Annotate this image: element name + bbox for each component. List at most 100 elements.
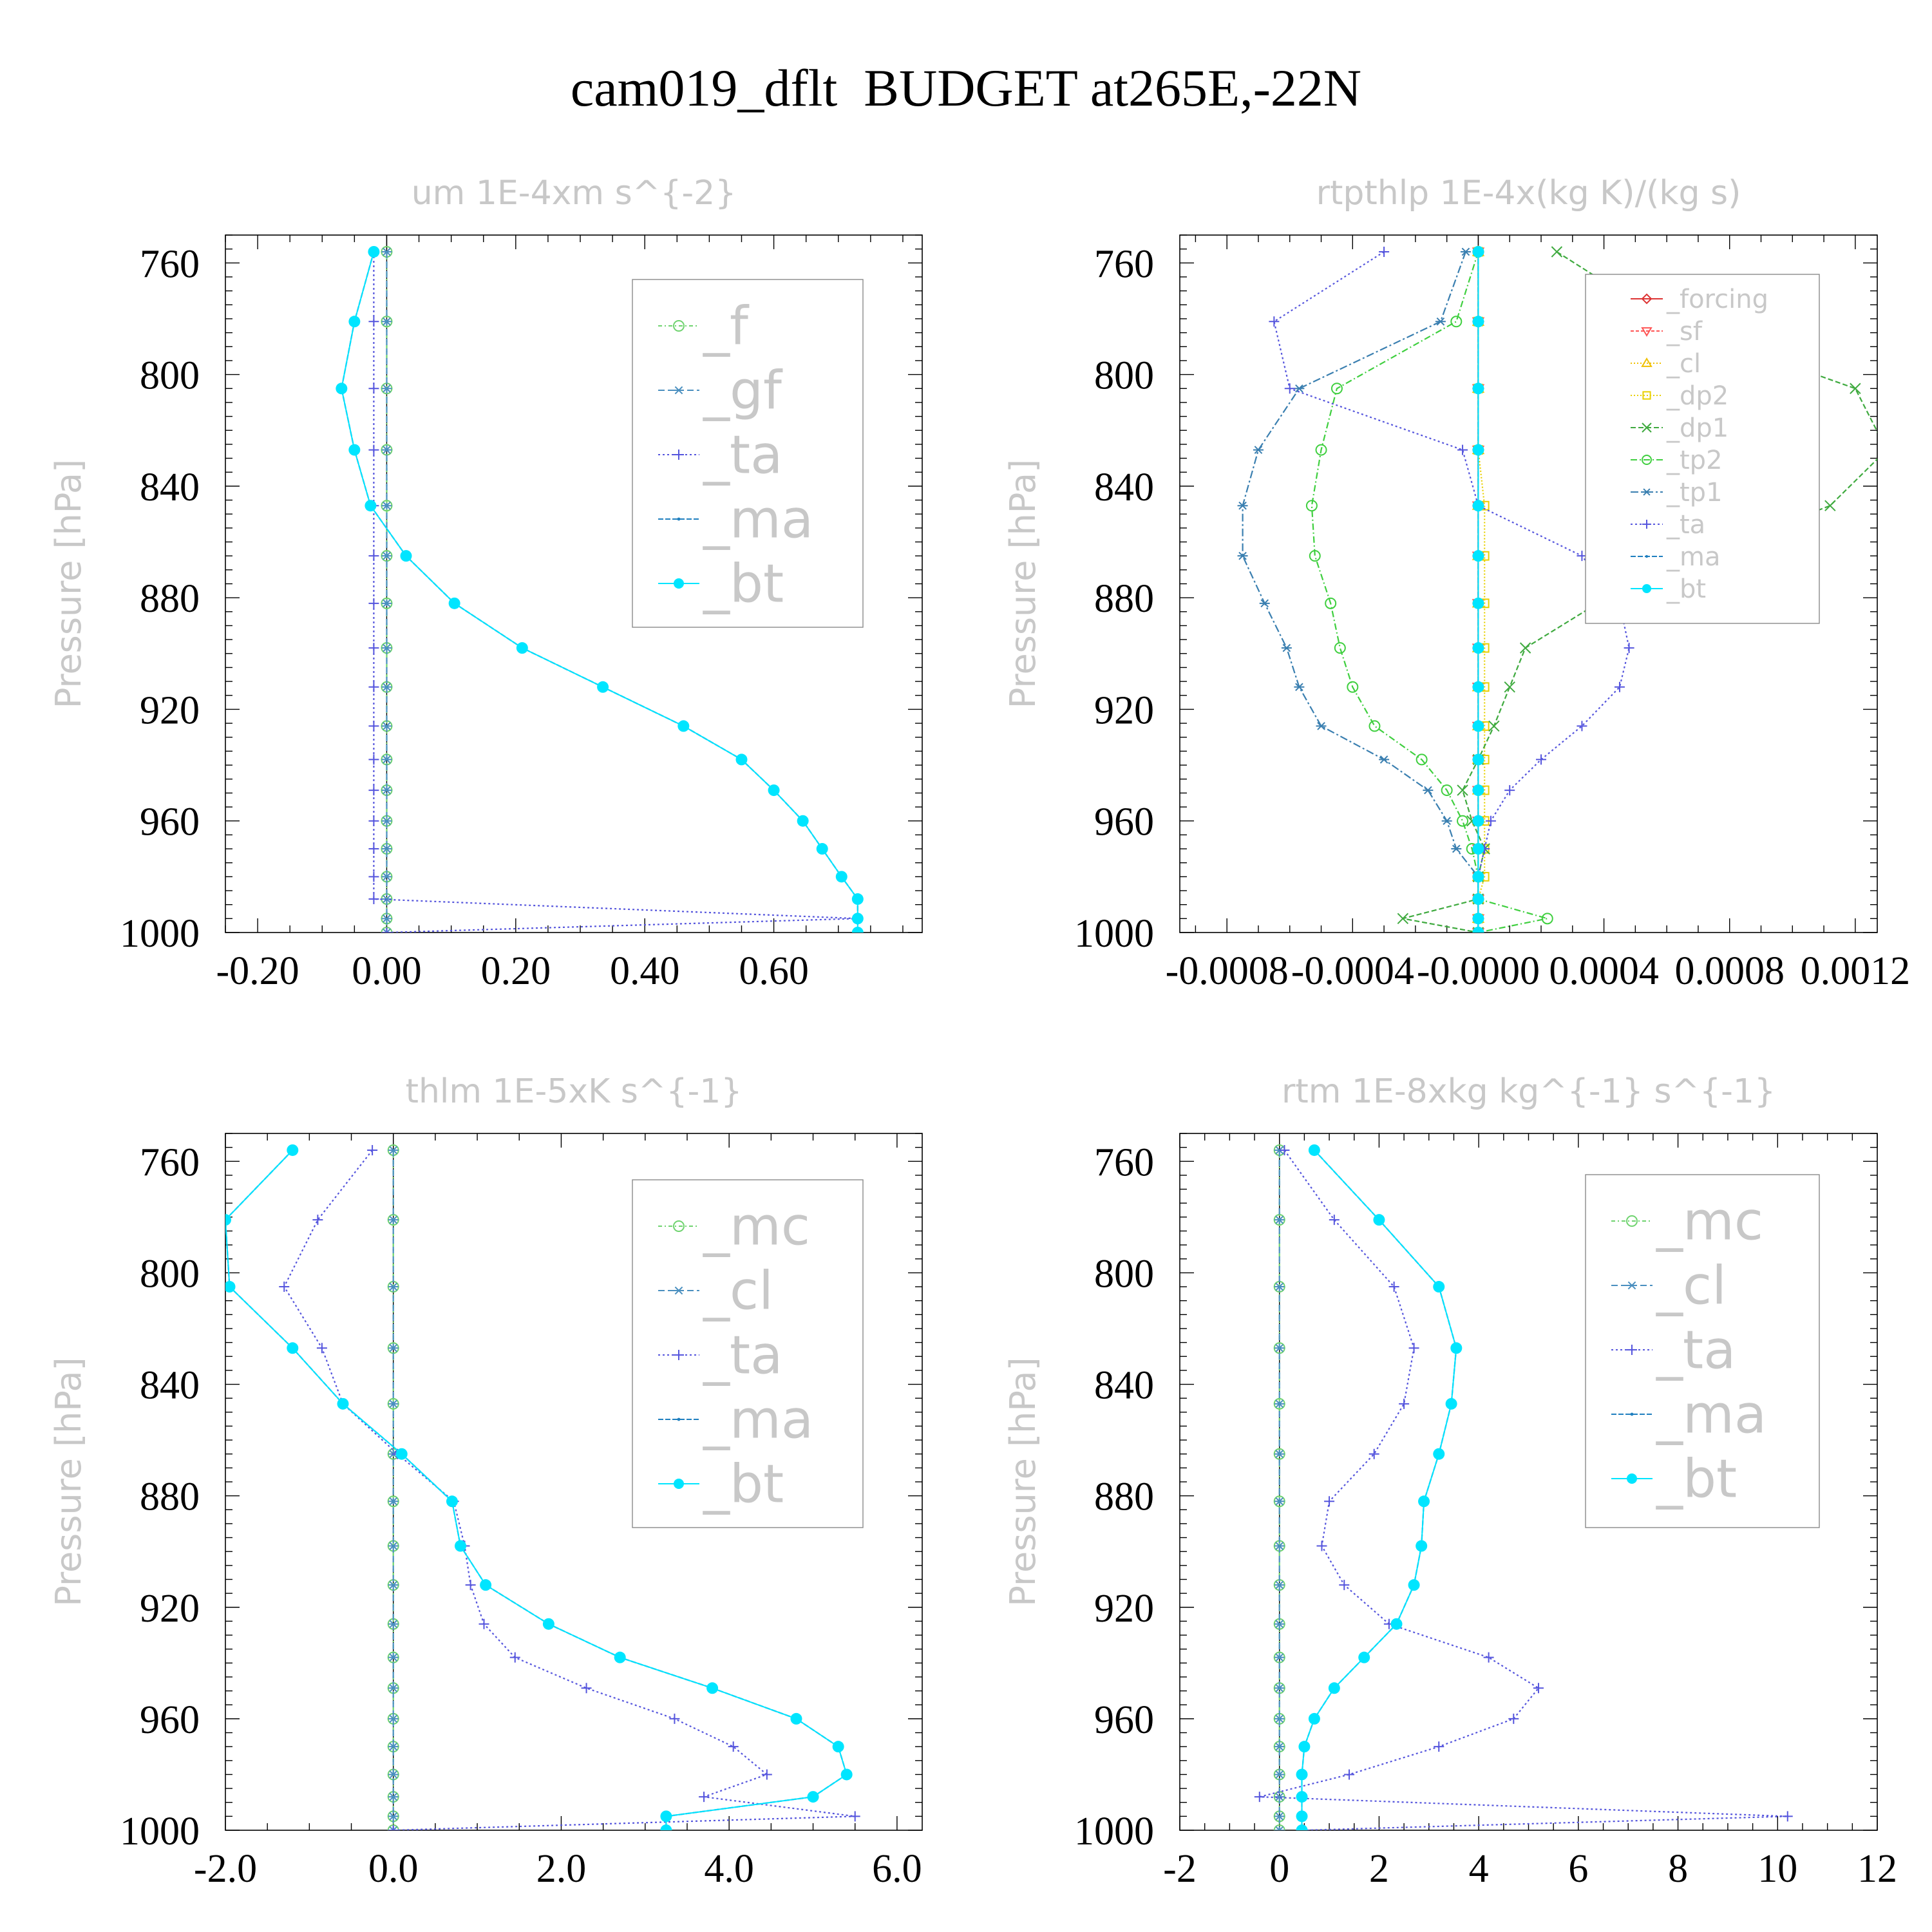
x-tick-label: -0.0008 — [1166, 949, 1289, 993]
legend-box — [632, 1179, 864, 1528]
marker — [336, 383, 348, 395]
marker — [674, 1286, 684, 1295]
marker — [516, 642, 528, 654]
marker — [365, 500, 377, 512]
y-tick-label: 960 — [140, 800, 200, 844]
marker — [674, 386, 684, 395]
marker — [1408, 1343, 1419, 1354]
marker — [287, 1342, 299, 1354]
y-tick-label: 960 — [1094, 1698, 1154, 1742]
marker — [761, 1769, 772, 1780]
marker — [768, 784, 780, 797]
marker — [1642, 422, 1652, 433]
marker — [1347, 681, 1359, 693]
marker — [480, 1579, 492, 1591]
x-tick-label: 4.0 — [704, 1847, 754, 1891]
marker — [797, 815, 809, 827]
marker — [1237, 551, 1248, 560]
y-tick-label: 760 — [1094, 242, 1154, 286]
marker — [1259, 599, 1270, 608]
marker — [542, 1618, 554, 1630]
marker — [674, 1479, 684, 1489]
marker — [368, 681, 379, 692]
marker — [367, 1144, 378, 1155]
marker — [1408, 1579, 1420, 1591]
marker — [614, 1651, 626, 1663]
marker — [388, 1825, 399, 1830]
marker — [1296, 1810, 1308, 1823]
marker — [1324, 1496, 1335, 1507]
marker — [699, 1792, 710, 1803]
series-group — [1254, 1144, 1793, 1830]
panel-title: um 1E-4xm s^{-2} — [412, 174, 737, 213]
marker — [1451, 844, 1462, 853]
x-tick-label: 10 — [1757, 1847, 1797, 1891]
legend-label: _ma — [1656, 1385, 1766, 1446]
legend-label: _ta — [1656, 1320, 1736, 1381]
marker — [1325, 597, 1337, 609]
marker — [368, 643, 379, 654]
marker — [706, 1682, 719, 1694]
x-tick-label: 0.60 — [739, 949, 809, 993]
legend-box — [632, 279, 864, 628]
marker — [1472, 753, 1484, 766]
marker — [669, 1713, 680, 1724]
marker — [1294, 683, 1305, 692]
marker — [388, 1826, 399, 1830]
legend: _mc_cl_ta_ma_bt — [1585, 1174, 1820, 1528]
legend-label: _ta — [703, 425, 782, 486]
marker — [1237, 501, 1248, 510]
marker — [1279, 1144, 1290, 1155]
marker — [1627, 1345, 1637, 1355]
y-tick-label: 920 — [140, 1587, 200, 1631]
marker — [1274, 1282, 1285, 1291]
marker — [381, 247, 392, 256]
marker — [1434, 1741, 1444, 1752]
marker — [1379, 755, 1390, 764]
marker — [1296, 1768, 1308, 1781]
x-tick-label: 0.0004 — [1549, 949, 1659, 993]
marker — [1418, 1495, 1430, 1508]
marker — [1433, 1448, 1445, 1460]
marker — [368, 721, 379, 732]
marker — [509, 1652, 520, 1663]
y-tick-label: 760 — [140, 242, 200, 286]
marker — [312, 1215, 323, 1226]
legend-label: _tp1 — [1666, 478, 1723, 507]
marker — [1472, 444, 1484, 456]
marker — [368, 754, 379, 765]
y-tick-label: 1000 — [1074, 912, 1154, 956]
marker — [388, 1580, 399, 1589]
marker — [388, 1742, 399, 1751]
marker — [1269, 316, 1280, 327]
marker — [1274, 1653, 1285, 1662]
marker — [1274, 1542, 1285, 1550]
x-tick-label: 4 — [1469, 1847, 1489, 1891]
legend-label: _gf — [703, 361, 783, 422]
x-tick-label: 6 — [1568, 1847, 1588, 1891]
marker — [851, 893, 864, 905]
marker — [1642, 584, 1651, 593]
x-tick-label: 0.20 — [481, 949, 551, 993]
legend-label: _ta — [703, 1325, 782, 1387]
marker — [1641, 357, 1653, 367]
marker — [1368, 1448, 1379, 1459]
legend: _f_gf_ta_ma_bt — [632, 279, 864, 628]
marker — [1472, 383, 1484, 395]
x-tick-label: -2.0 — [194, 1847, 257, 1891]
marker — [287, 1144, 299, 1156]
marker — [1309, 550, 1321, 562]
marker — [381, 446, 392, 454]
marker — [388, 1215, 399, 1224]
marker — [1399, 1398, 1410, 1409]
x-tick-label: 0.00 — [352, 949, 422, 993]
y-axis-label: Pressure [hPa] — [1003, 1357, 1043, 1606]
marker — [381, 722, 392, 730]
marker — [1416, 753, 1428, 766]
marker — [388, 1343, 399, 1352]
marker — [835, 871, 848, 883]
marker — [1296, 1791, 1308, 1803]
y-axis-label: Pressure [hPa] — [48, 459, 89, 708]
y-tick-label: 800 — [140, 1252, 200, 1296]
marker — [1273, 1824, 1285, 1830]
